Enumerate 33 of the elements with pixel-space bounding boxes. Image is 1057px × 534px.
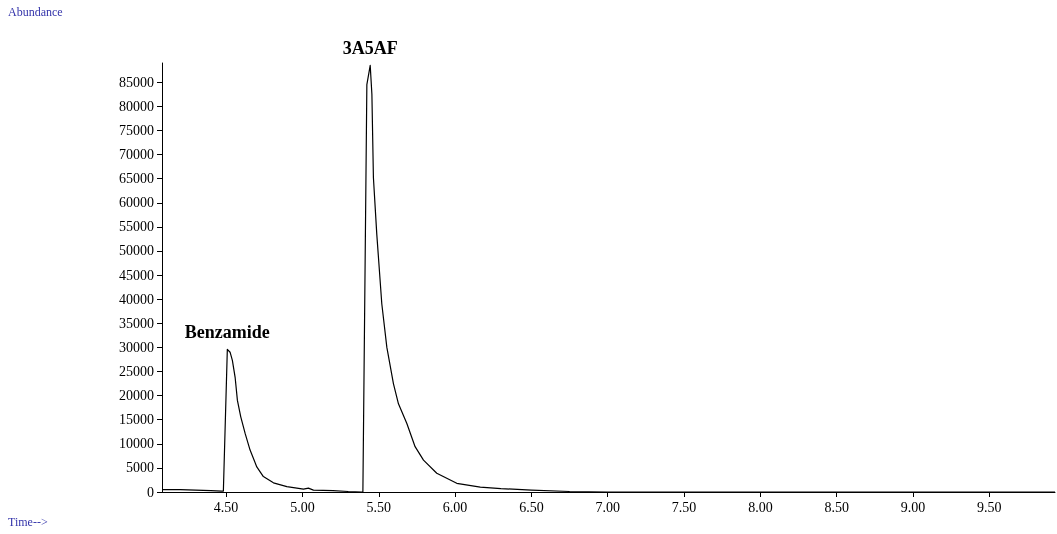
y-tick-label: 50000 xyxy=(119,243,154,259)
y-tick-label: 40000 xyxy=(119,291,154,307)
x-tick-label: 9.00 xyxy=(900,499,926,515)
x-tick-label: 4.50 xyxy=(213,499,239,515)
annotation: 3A5AF xyxy=(342,38,398,59)
y-tick-label: 10000 xyxy=(119,436,154,452)
y-tick-label: 55000 xyxy=(119,219,154,235)
y-tick-label: 25000 xyxy=(119,363,154,379)
x-tick-label: 5.00 xyxy=(290,499,315,515)
y-tick-label: 85000 xyxy=(119,74,154,90)
x-tick-label: 9.50 xyxy=(977,499,1002,515)
x-tick-label: 8.50 xyxy=(824,499,849,515)
x-tick-label: 6.00 xyxy=(442,499,468,515)
text: Time--> xyxy=(8,515,48,529)
x-tick-label: 5.50 xyxy=(366,499,392,515)
y-tick-label: 80000 xyxy=(119,98,154,114)
y-tick-label: 45000 xyxy=(119,267,154,283)
x-tick-label: 7.50 xyxy=(671,499,697,515)
annotation: Benzamide xyxy=(184,322,270,343)
x-tick-label: 6.50 xyxy=(519,499,544,515)
x-tick-label: 8.00 xyxy=(748,499,773,515)
y-tick-label: 5000 xyxy=(126,460,154,476)
y-tick-label: 35000 xyxy=(119,315,154,331)
y-tick-label: 70000 xyxy=(119,147,154,163)
y-tick-label: 15000 xyxy=(119,412,154,428)
text: Abundance xyxy=(8,5,63,19)
y-tick-label: 60000 xyxy=(119,195,154,211)
y-tick-label: 20000 xyxy=(119,388,154,404)
y-tick-label: 0 xyxy=(147,484,154,500)
y-tick-label: 65000 xyxy=(119,171,154,187)
x-tick-label: 7.00 xyxy=(595,499,620,515)
y-tick-label: 75000 xyxy=(119,122,154,138)
y-tick-label: 30000 xyxy=(119,339,154,355)
